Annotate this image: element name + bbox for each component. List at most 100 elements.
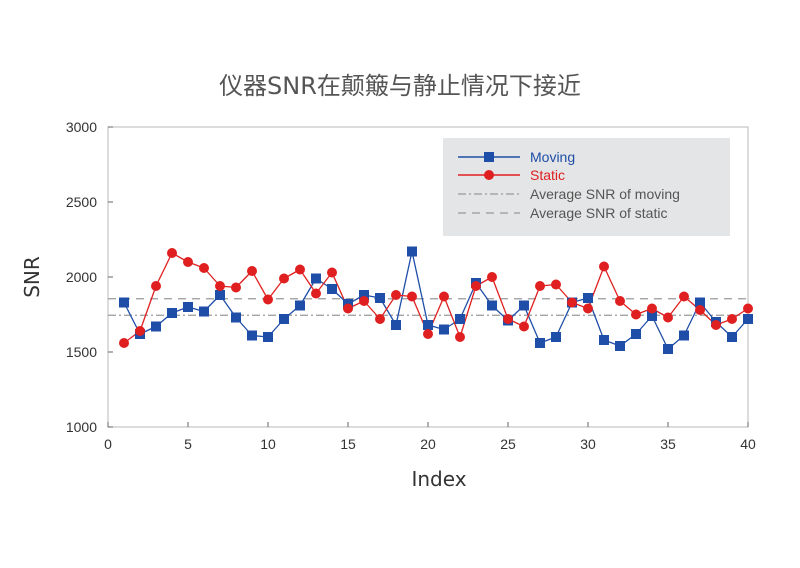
point-static-10: [263, 294, 273, 305]
point-static-11: [279, 273, 289, 284]
point-static-18: [391, 290, 401, 300]
point-static-22: [455, 332, 465, 342]
point-static-17: [375, 314, 385, 324]
point-moving-33: [631, 329, 641, 339]
point-moving-12: [295, 300, 305, 311]
legend-item-avg-moving: Average SNR of moving: [458, 186, 680, 202]
legend-item-moving: Moving: [458, 149, 575, 165]
x-tick-label-15: 15: [340, 436, 356, 452]
legend-label-moving: Moving: [530, 149, 575, 165]
point-moving-27: [535, 338, 545, 348]
point-static-33: [631, 309, 641, 320]
point-moving-3: [151, 321, 161, 332]
point-static-12: [295, 264, 305, 275]
point-moving-39: [727, 332, 737, 342]
point-static-20: [423, 329, 433, 339]
point-moving-5: [183, 302, 193, 312]
point-moving-19: [407, 246, 417, 257]
point-moving-11: [279, 314, 289, 324]
point-static-25: [503, 314, 513, 324]
x-tick-label-25: 25: [500, 436, 516, 452]
legend-marker-static: [484, 170, 494, 180]
series-lines: [123, 250, 749, 350]
point-static-23: [471, 281, 481, 291]
point-static-32: [615, 296, 625, 306]
point-static-29: [567, 297, 577, 308]
point-static-9: [247, 266, 257, 276]
reference-lines: [108, 298, 748, 316]
x-tick-label-30: 30: [580, 436, 596, 452]
point-static-31: [599, 261, 609, 272]
point-static-13: [311, 288, 321, 299]
point-static-28: [551, 279, 561, 290]
point-moving-22: [455, 314, 465, 324]
point-moving-1: [119, 297, 129, 308]
point-moving-20: [423, 320, 433, 330]
point-moving-30: [583, 293, 593, 303]
point-static-7: [215, 281, 225, 291]
point-static-14: [327, 267, 337, 278]
point-moving-32: [615, 341, 625, 351]
y-tick-label-2000: 2000: [66, 269, 97, 285]
point-moving-4: [167, 308, 177, 318]
point-static-39: [727, 314, 737, 324]
x-tick-label-20: 20: [420, 436, 436, 452]
point-moving-35: [663, 344, 673, 354]
legend-label-static: Static: [530, 167, 565, 183]
point-moving-6: [199, 306, 209, 317]
point-static-15: [343, 303, 353, 314]
point-static-3: [151, 281, 161, 291]
y-axis-ticks: 1000 1500 2000 2500 3000: [66, 119, 113, 435]
point-static-36: [679, 291, 689, 302]
x-tick-label-5: 5: [184, 436, 192, 452]
point-moving-9: [247, 330, 257, 341]
x-tick-label-0: 0: [104, 436, 112, 452]
point-moving-17: [375, 293, 385, 303]
series-line-static: [123, 252, 749, 344]
point-static-30: [583, 303, 593, 314]
point-static-34: [647, 303, 657, 314]
point-static-35: [663, 312, 673, 323]
y-tick-label-3000: 3000: [66, 119, 97, 135]
point-static-37: [695, 305, 705, 315]
series-points: [119, 246, 753, 354]
point-moving-36: [679, 330, 689, 341]
point-static-24: [487, 272, 497, 282]
legend-item-static: Static: [458, 167, 565, 183]
point-static-38: [711, 320, 721, 330]
point-moving-8: [231, 312, 241, 323]
point-static-2: [135, 326, 145, 336]
point-moving-10: [263, 332, 273, 342]
point-static-16: [359, 296, 369, 306]
point-moving-26: [519, 300, 529, 311]
point-moving-37: [695, 297, 705, 308]
legend-label-avg-static: Average SNR of static: [530, 205, 667, 221]
series-line-moving: [123, 250, 749, 350]
y-tick-label-1500: 1500: [66, 344, 97, 360]
x-tick-label-35: 35: [660, 436, 676, 452]
point-static-1: [119, 338, 129, 348]
y-tick-label-1000: 1000: [66, 419, 97, 435]
point-moving-24: [487, 300, 497, 311]
x-tick-label-40: 40: [740, 436, 756, 452]
point-moving-16: [359, 290, 369, 300]
point-moving-7: [215, 290, 225, 300]
x-axis-ticks: 0 5 10 15 20 25 30 35 40: [104, 422, 756, 452]
x-axis-label: Index: [411, 467, 466, 491]
point-moving-18: [391, 320, 401, 330]
y-tick-label-2500: 2500: [66, 194, 97, 210]
chart-title: 仪器SNR在颠簸与静止情况下接近: [219, 72, 581, 100]
point-moving-21: [439, 324, 449, 335]
point-static-21: [439, 291, 449, 302]
point-static-40: [743, 303, 753, 314]
legend: Moving Static Average SNR of moving Aver…: [443, 138, 730, 236]
point-static-27: [535, 281, 545, 291]
legend-item-avg-static: Average SNR of static: [458, 205, 667, 221]
point-moving-40: [743, 314, 753, 324]
point-static-19: [407, 291, 417, 302]
point-moving-34: [647, 311, 657, 321]
point-static-8: [231, 282, 241, 293]
point-static-6: [199, 263, 209, 273]
